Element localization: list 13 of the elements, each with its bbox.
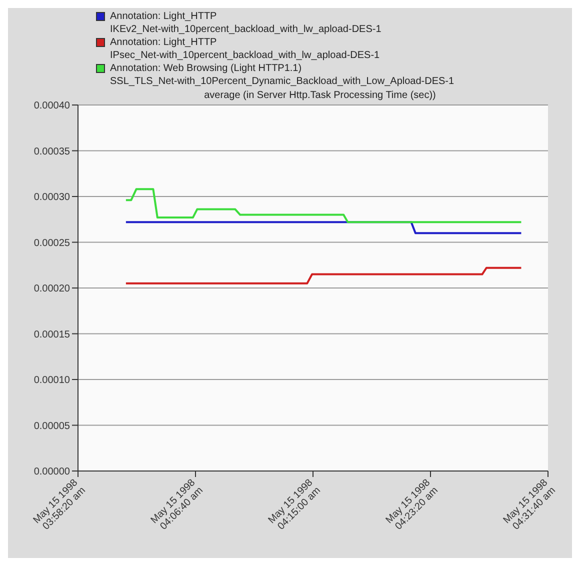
y-tick-label: 0.00010 (34, 375, 70, 386)
chart-title: average (in Server Http.Task Processing Time (sec)) (203, 90, 437, 101)
y-tick-label: 0.00000 (34, 466, 70, 478)
y-tick-label: 0.00020 (34, 284, 70, 295)
y-tick-label: 0.00005 (34, 420, 70, 432)
y-tick-label: 0.00030 (34, 192, 70, 204)
y-tick-label: 0.00035 (34, 146, 70, 158)
y-tick-label: 0.00015 (34, 329, 70, 340)
legend-label: Annotation: Light_HTTP IPsec_Net-with_10percent_backload_with_lw_apload-DES-1 (110, 36, 380, 62)
legend-label: Annotation: Light_HTTP IKEv2_Net-with_10percent_backload_with_lw_apload-DES-1 (110, 10, 382, 36)
y-tick-label: 0.00040 (34, 100, 70, 112)
y-tick-label: 0.00025 (34, 238, 70, 249)
line-series (124, 188, 522, 224)
